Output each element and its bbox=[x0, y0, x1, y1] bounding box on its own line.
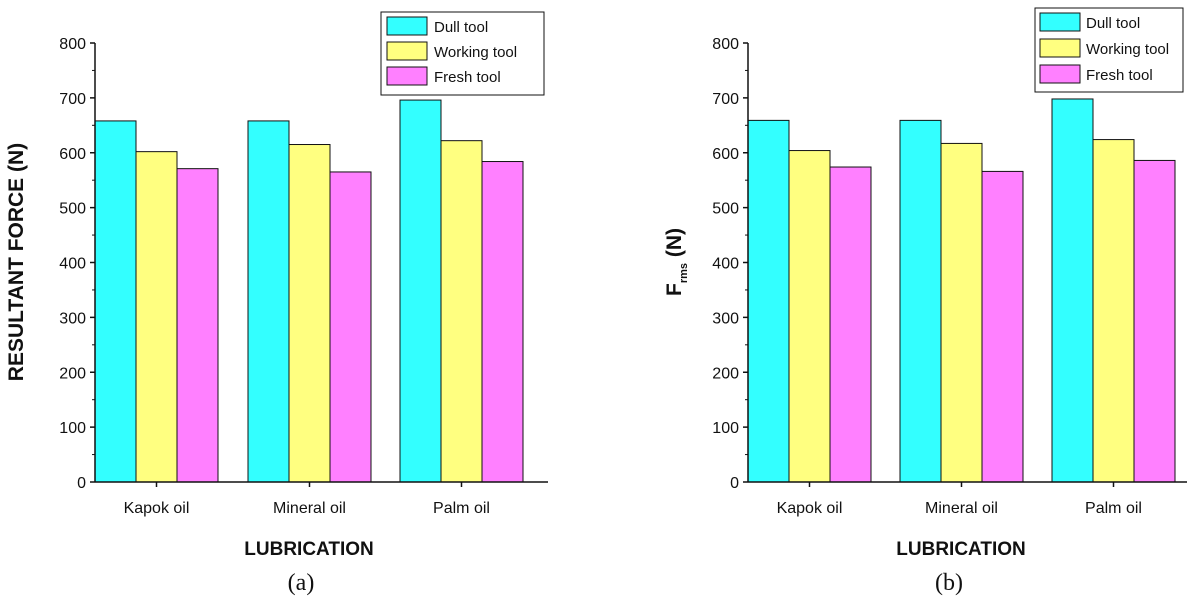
x-tick-label-a: Palm oil bbox=[433, 500, 490, 517]
y-tick-label-b: 400 bbox=[712, 256, 739, 273]
x-tick-label-b: Mineral oil bbox=[925, 500, 998, 517]
y-tick-label-b: 100 bbox=[712, 420, 739, 437]
panel-label-b: (b) bbox=[935, 570, 963, 596]
bar-fresh-mineral-oil-a bbox=[329, 171, 372, 483]
y-axis-title-a: RESULTANT FORCE (N) bbox=[5, 143, 28, 381]
y-axis-title-main-b: F bbox=[663, 283, 686, 296]
bar-dull-kapok-oil-b bbox=[747, 119, 790, 483]
y-tick-label-a: 0 bbox=[77, 475, 86, 492]
x-axis-title-b: LUBRICATION bbox=[896, 539, 1025, 560]
bar-fresh-palm-oil-a bbox=[481, 161, 524, 483]
legend-swatch-dull-a bbox=[386, 16, 428, 36]
legend-swatch-working-b bbox=[1039, 38, 1081, 58]
bar-working-mineral-oil-b bbox=[940, 142, 983, 483]
y-tick-label-a: 300 bbox=[59, 310, 86, 327]
legend-label-working-b: Working tool bbox=[1086, 41, 1169, 58]
legend-b: Dull tool Working tool Fresh tool bbox=[1034, 7, 1184, 93]
y-tick-label-a: 600 bbox=[59, 146, 86, 163]
bar-dull-kapok-oil-a bbox=[94, 120, 137, 483]
x-tick-label-a: Kapok oil bbox=[124, 500, 190, 517]
y-tick-label-a: 200 bbox=[59, 365, 86, 382]
y-tick-label-b: 200 bbox=[712, 365, 739, 382]
y-tick-label-b: 0 bbox=[730, 475, 739, 492]
y-ticks-a: 0 100 200 300 400 500 600 700 800 bbox=[59, 36, 95, 492]
legend-swatch-fresh-a bbox=[386, 66, 428, 86]
y-tick-label-b: 500 bbox=[712, 201, 739, 218]
bar-working-kapok-oil-b bbox=[788, 150, 831, 483]
bar-fresh-kapok-oil-a bbox=[176, 168, 219, 483]
legend-label-fresh-b: Fresh tool bbox=[1086, 67, 1153, 84]
y-tick-label-b: 300 bbox=[712, 310, 739, 327]
bar-fresh-kapok-oil-b bbox=[829, 166, 872, 483]
legend-label-fresh-a: Fresh tool bbox=[434, 69, 501, 86]
x-tick-labels-b: Kapok oil Mineral oil Palm oil bbox=[777, 482, 1142, 517]
bar-dull-palm-oil-a bbox=[399, 99, 442, 483]
chart-panel-a: 0 100 200 300 400 500 600 700 800 Kapok oil Miner… bbox=[5, 11, 548, 596]
y-tick-label-a: 500 bbox=[59, 201, 86, 218]
legend-swatch-fresh-b bbox=[1039, 64, 1081, 84]
y-tick-label-a: 700 bbox=[59, 91, 86, 108]
y-tick-label-b: 600 bbox=[712, 146, 739, 163]
x-tick-label-a: Mineral oil bbox=[273, 500, 346, 517]
bar-dull-palm-oil-b bbox=[1051, 98, 1094, 483]
y-axis-title-b: Frms (N) bbox=[663, 228, 690, 296]
bars-group-b bbox=[747, 98, 1176, 483]
bar-fresh-mineral-oil-b bbox=[981, 170, 1024, 483]
x-axis-title-a: LUBRICATION bbox=[244, 539, 373, 560]
y-tick-label-b: 800 bbox=[712, 36, 739, 53]
legend-a: Dull tool Working tool Fresh tool bbox=[380, 11, 545, 96]
y-tick-label-a: 800 bbox=[59, 36, 86, 53]
y-axis-title-unit-b: (N) bbox=[663, 228, 686, 263]
x-tick-labels-a: Kapok oil Mineral oil Palm oil bbox=[124, 482, 490, 517]
y-tick-label-a: 400 bbox=[59, 256, 86, 273]
bars-group-a bbox=[94, 99, 524, 483]
y-ticks-b: 0 100 200 300 400 500 600 700 800 bbox=[712, 36, 748, 492]
bar-fresh-palm-oil-b bbox=[1133, 159, 1176, 483]
y-tick-label-b: 700 bbox=[712, 91, 739, 108]
bar-dull-mineral-oil-b bbox=[899, 119, 942, 483]
bar-dull-mineral-oil-a bbox=[247, 120, 290, 483]
legend-label-dull-b: Dull tool bbox=[1086, 15, 1140, 32]
bar-working-palm-oil-b bbox=[1092, 139, 1135, 483]
chart-panel-b: 0 100 200 300 400 500 600 700 800 Kapok oil Miner… bbox=[663, 7, 1187, 596]
legend-label-dull-a: Dull tool bbox=[434, 19, 488, 36]
bar-working-palm-oil-a bbox=[440, 140, 483, 483]
bar-working-kapok-oil-a bbox=[135, 151, 178, 483]
y-axis-title-sub-b: rms bbox=[678, 263, 690, 283]
panel-label-a: (a) bbox=[288, 570, 315, 596]
x-tick-label-b: Palm oil bbox=[1085, 500, 1142, 517]
legend-label-working-a: Working tool bbox=[434, 44, 517, 61]
x-tick-label-b: Kapok oil bbox=[777, 500, 843, 517]
legend-swatch-working-a bbox=[386, 41, 428, 61]
legend-swatch-dull-b bbox=[1039, 12, 1081, 32]
bar-working-mineral-oil-a bbox=[288, 144, 331, 483]
y-tick-label-a: 100 bbox=[59, 420, 86, 437]
